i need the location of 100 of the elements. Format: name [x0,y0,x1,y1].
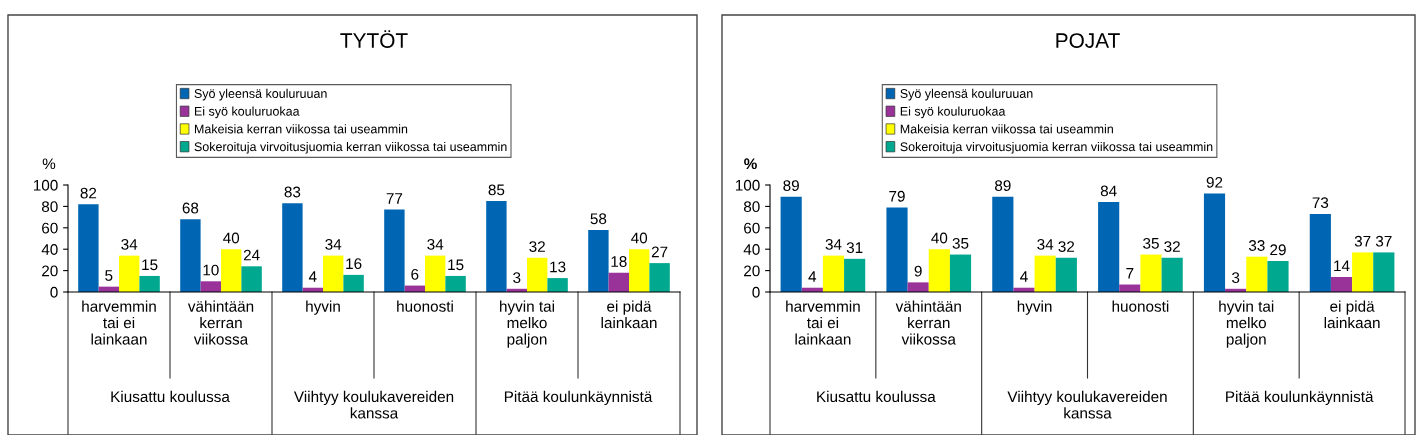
y-tick-label: 0 [50,286,58,298]
bar [1267,260,1289,292]
y-tick-label: 100 [33,179,58,191]
legend-label: Ei syö kouluruokaa [900,106,1006,119]
legend-label: Sokeroituja virvoitusjuomia kerran viikossa tai useammin [194,141,507,154]
data-label: 29 [1270,244,1286,256]
bar [241,266,262,292]
data-label: 7 [1126,268,1134,279]
bar [384,209,405,292]
bar [547,278,568,292]
data-label: 3 [1232,272,1240,283]
data-label: 34 [427,239,444,250]
bar [1309,213,1331,292]
bar [1330,277,1353,292]
text: Pitää koulunkäynnistä [1226,390,1374,406]
x-tick-label: harvemmin tai ei lainkaan [82,300,156,345]
legend-label: Syö yleensä kouluruuan [900,88,1033,101]
data-label: 6 [411,268,419,280]
bar [1246,256,1268,292]
y-tick-label: 60 [744,222,760,234]
data-label: 40 [931,232,948,244]
data-label: 15 [142,259,158,271]
bar [425,255,446,292]
data-label: 40 [631,232,648,244]
data-label: 40 [223,232,240,244]
y-tick-label: 20 [42,265,58,277]
data-label: 77 [386,193,403,204]
legend-label: Makeisia kerran viikossa tai useammin [194,124,408,134]
data-label: 34 [825,239,842,250]
bar [323,255,344,292]
bar [1352,252,1374,292]
bar [992,196,1014,292]
bar [649,263,670,292]
x-tick-label: hyvin [1017,300,1052,315]
bar [886,207,908,292]
data-label: 89 [995,180,1011,191]
data-label: 92 [1206,176,1223,188]
bar [527,257,548,292]
data-label: 24 [243,249,260,261]
y-tick-label: 0 [752,286,760,298]
data-label: 13 [550,261,566,273]
x-tick-label: vähintään kerran viikossa [187,300,254,345]
y-tick-label: 40 [41,244,58,255]
bar [139,275,160,292]
legend-label: Ei syö kouluruokaa [194,106,300,119]
data-label: 37 [1354,235,1371,247]
bar [780,196,802,292]
data-label: 37 [1375,235,1392,247]
x-tick-label: harvemmin tai ei lainkaan [786,300,860,345]
data-label: 84 [1100,185,1117,197]
data-label: 32 [529,241,545,252]
text: Viihtyy koulukavereiden kanssa [293,390,454,419]
bar [119,255,140,292]
data-label: 14 [1334,260,1350,272]
bar [629,249,650,292]
data-label: 34 [325,239,342,250]
bar [588,229,609,292]
x-tick-label: hyvin [306,300,340,315]
data-label: 5 [105,270,113,281]
bar [78,204,99,292]
text: Pitää koulunkäynnistä [504,390,653,406]
data-label: 10 [203,264,219,276]
text: Kiusattu koulussa [111,390,230,403]
data-label: 33 [1248,240,1265,251]
data-label: 79 [889,190,905,202]
y-tick-label: 60 [42,222,58,234]
bar [180,219,201,292]
bar [822,255,845,292]
data-label: 3 [513,272,521,283]
bar [486,201,507,292]
data-label: 15 [448,259,464,271]
bar [608,272,629,292]
legend-label: Makeisia kerran viikossa tai useammin [900,124,1113,134]
data-label: 83 [284,186,301,198]
bar [1140,254,1162,292]
y-tick-label: 80 [743,201,760,213]
data-label: 9 [914,265,922,277]
bar [221,249,242,292]
data-label: 16 [346,258,362,270]
data-label: 89 [783,180,799,191]
data-label: 27 [651,246,668,258]
data-label: 34 [1037,239,1054,250]
x-tick-label: hyvin tai melko paljon [500,300,554,348]
chart-title: POJAT [1056,33,1120,48]
data-label: 31 [846,242,863,254]
data-label: 35 [1143,237,1159,249]
chart-title: TYTÖT [340,30,408,48]
bar [343,274,364,292]
x-tick-label: ei pidä lainkaan [601,300,657,329]
bar [200,281,221,292]
y-tick-label: 100 [735,179,760,191]
legend-label: Syö yleensä kouluruuan [194,88,327,101]
x-tick-label: huonosti [1112,300,1169,312]
data-label: 58 [590,213,607,225]
data-label: 18 [611,256,627,267]
y-axis-title: % [42,158,56,170]
bar [1161,257,1183,292]
bar [1034,255,1056,292]
bar [1203,193,1226,292]
data-label: 32 [1164,241,1180,252]
